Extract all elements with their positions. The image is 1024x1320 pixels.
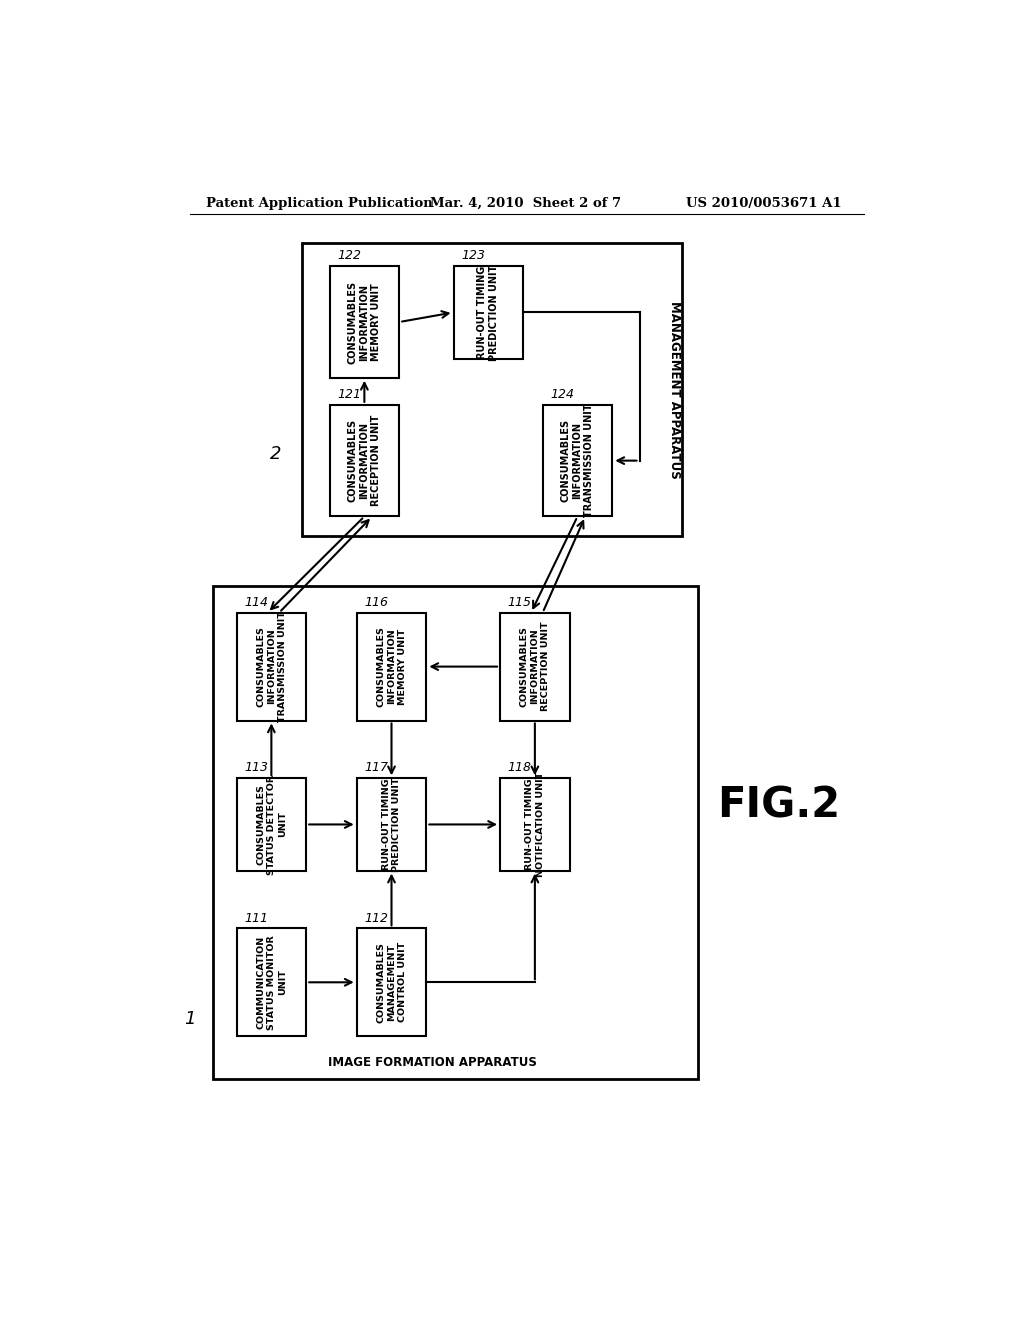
Text: COMMUNICATION
STATUS MONITOR
UNIT: COMMUNICATION STATUS MONITOR UNIT: [256, 935, 287, 1030]
Bar: [454, 267, 523, 359]
Text: CONSUMABLES
INFORMATION
RECEPTION UNIT: CONSUMABLES INFORMATION RECEPTION UNIT: [347, 414, 381, 507]
Bar: [237, 612, 306, 721]
Text: 1: 1: [184, 1010, 196, 1028]
Bar: [356, 612, 426, 721]
Text: FIG.2: FIG.2: [718, 784, 841, 826]
Text: 122: 122: [337, 249, 361, 263]
Bar: [500, 779, 569, 871]
Text: 113: 113: [245, 762, 268, 775]
Text: CONSUMABLES
INFORMATION
RECEPTION UNIT: CONSUMABLES INFORMATION RECEPTION UNIT: [519, 622, 550, 711]
Text: Mar. 4, 2010  Sheet 2 of 7: Mar. 4, 2010 Sheet 2 of 7: [430, 197, 622, 210]
Text: CONSUMABLES
MANAGEMENT
CONTROL UNIT: CONSUMABLES MANAGEMENT CONTROL UNIT: [376, 942, 407, 1023]
Text: US 2010/0053671 A1: US 2010/0053671 A1: [686, 197, 842, 210]
Bar: [330, 267, 399, 378]
Text: 117: 117: [365, 762, 388, 775]
Text: 121: 121: [337, 388, 361, 401]
Bar: [302, 243, 682, 536]
Text: RUN-OUT TIMING
NOTIFICATION UNIT: RUN-OUT TIMING NOTIFICATION UNIT: [525, 772, 545, 876]
Text: RUN-OUT TIMING
PREDICTION UNIT: RUN-OUT TIMING PREDICTION UNIT: [382, 777, 401, 871]
Text: CONSUMABLES
INFORMATION
MEMORY UNIT: CONSUMABLES INFORMATION MEMORY UNIT: [376, 626, 407, 708]
Text: 115: 115: [508, 595, 531, 609]
Bar: [330, 405, 399, 516]
Text: CONSUMABLES
STATUS DETECTOR
UNIT: CONSUMABLES STATUS DETECTOR UNIT: [256, 775, 287, 875]
Text: IMAGE FORMATION APPARATUS: IMAGE FORMATION APPARATUS: [328, 1056, 537, 1069]
Bar: [543, 405, 612, 516]
Text: 124: 124: [550, 388, 574, 401]
Bar: [356, 928, 426, 1036]
Bar: [500, 612, 569, 721]
Bar: [213, 586, 697, 1078]
Text: MANAGEMENT APPARATUS: MANAGEMENT APPARATUS: [668, 301, 681, 478]
Text: 111: 111: [245, 912, 268, 924]
Text: 123: 123: [461, 249, 485, 263]
Text: CONSUMABLES
INFORMATION
TRANSMISSION UNIT: CONSUMABLES INFORMATION TRANSMISSION UNI…: [560, 404, 595, 517]
Text: 112: 112: [365, 912, 388, 924]
Text: 118: 118: [508, 762, 531, 775]
Text: Patent Application Publication: Patent Application Publication: [206, 197, 432, 210]
Text: RUN-OUT TIMING
PREDICTION UNIT: RUN-OUT TIMING PREDICTION UNIT: [477, 264, 500, 360]
Text: CONSUMABLES
INFORMATION
MEMORY UNIT: CONSUMABLES INFORMATION MEMORY UNIT: [347, 280, 381, 363]
Bar: [237, 779, 306, 871]
Bar: [237, 928, 306, 1036]
Text: 114: 114: [245, 595, 268, 609]
Text: 116: 116: [365, 595, 388, 609]
Bar: [356, 779, 426, 871]
Text: 2: 2: [269, 445, 281, 463]
Text: CONSUMABLES
INFORMATION
TRANSMISSION UNIT: CONSUMABLES INFORMATION TRANSMISSION UNI…: [256, 611, 287, 722]
